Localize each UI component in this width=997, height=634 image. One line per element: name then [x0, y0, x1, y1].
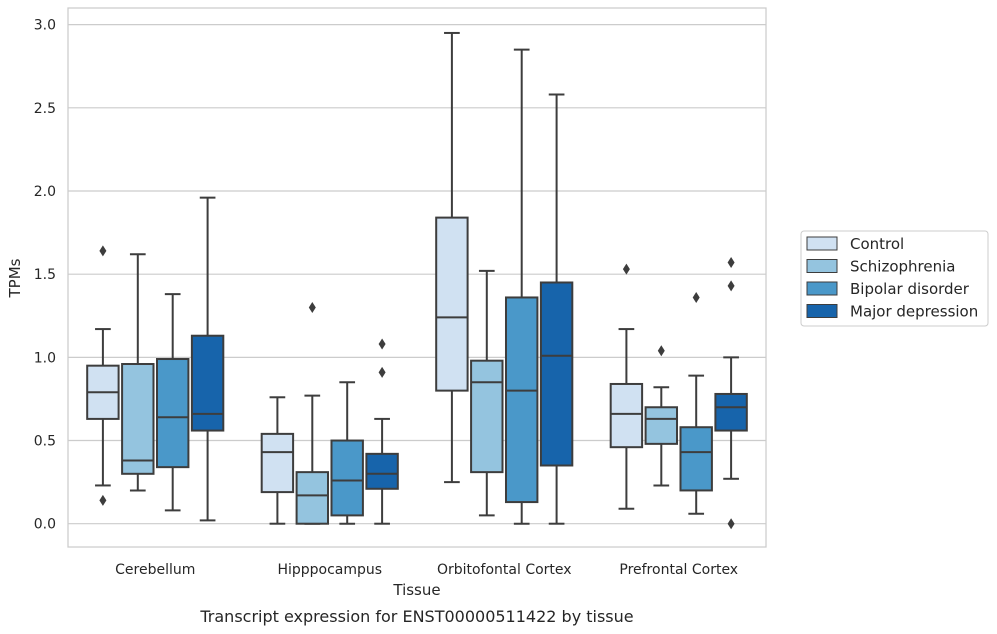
legend-label: Control — [850, 235, 904, 253]
legend-swatch — [806, 304, 838, 318]
box-body — [295, 471, 330, 525]
box-body — [260, 432, 295, 494]
legend-label: Schizophrenia — [850, 258, 955, 276]
box-2-3 — [539, 93, 574, 525]
legend: Control Schizophrenia Bipolar disorder Majo… — [800, 230, 989, 327]
outlier-marker — [308, 301, 316, 313]
x-tick-label: Prefrontal Cortex — [619, 562, 738, 578]
box-body — [330, 439, 364, 517]
box-0-0 — [86, 245, 120, 506]
box-body — [121, 363, 155, 475]
outlier-marker — [99, 245, 107, 257]
x-tick-label: Cerebellum — [115, 562, 195, 578]
y-tick-label: 3.0 — [34, 18, 56, 34]
outlier-marker — [378, 338, 386, 350]
outlier-marker — [727, 518, 735, 530]
y-tick-label: 0.5 — [34, 434, 56, 450]
y-tick-label: 0.0 — [34, 517, 56, 533]
box-3-1 — [644, 345, 679, 487]
legend-label: Major depression — [850, 303, 978, 321]
box-body — [365, 452, 399, 490]
legend-frame — [800, 230, 989, 327]
box-body — [539, 281, 574, 467]
outlier-marker — [727, 280, 735, 292]
box-body — [714, 392, 748, 432]
y-tick-label: 1.0 — [34, 350, 56, 366]
box-3-3 — [714, 257, 748, 530]
outlier-marker — [692, 291, 700, 303]
outlier-marker — [657, 345, 665, 357]
box-body — [609, 382, 644, 449]
legend-swatch — [806, 259, 838, 273]
box-2-2 — [504, 48, 539, 525]
y-tick-label: 1.5 — [34, 267, 56, 283]
box-plots — [86, 31, 748, 530]
box-2-1 — [470, 269, 504, 517]
outlier-marker — [622, 263, 630, 275]
box-body — [470, 359, 504, 474]
box-3-2 — [679, 291, 713, 515]
y-tick-label: 2.0 — [34, 184, 56, 200]
legend-entries: Control Schizophrenia Bipolar disorder Majo… — [806, 235, 978, 321]
box-1-0 — [260, 396, 295, 525]
outlier-marker — [378, 366, 386, 378]
x-tick-labels: Cerebellum Hipppocampus Orbitofontal Corte… — [115, 562, 738, 578]
y-tick-label: 2.5 — [34, 101, 56, 117]
box-body — [155, 358, 190, 469]
box-body — [190, 334, 225, 432]
box-0-2 — [155, 293, 190, 512]
box-3-0 — [609, 263, 644, 510]
box-body — [504, 296, 539, 504]
box-0-1 — [121, 253, 155, 492]
box-1-3 — [365, 338, 399, 525]
x-axis-title: Tissue — [392, 581, 440, 599]
legend-swatch — [806, 236, 838, 251]
box-1-2 — [330, 381, 364, 525]
outlier-marker — [727, 257, 735, 269]
box-1-1 — [295, 301, 330, 525]
plot-frame — [67, 7, 767, 548]
box-body — [644, 406, 679, 445]
x-tick-label: Hipppocampus — [277, 562, 382, 578]
y-axis-title: TPMs — [6, 258, 24, 298]
legend-label: Bipolar disorder — [850, 280, 970, 298]
legend-swatch — [806, 281, 838, 296]
chart-caption: Transcript expression for ENST0000051142… — [199, 607, 633, 626]
box-2-0 — [435, 31, 469, 484]
box-body — [679, 426, 713, 492]
box-0-3 — [190, 196, 225, 522]
outlier-marker — [99, 494, 107, 506]
y-tick-labels: 0.0 0.5 1.0 1.5 2.0 2.5 3.0 — [34, 18, 56, 533]
x-tick-label: Orbitofontal Cortex — [437, 562, 572, 578]
box-body — [435, 216, 469, 392]
